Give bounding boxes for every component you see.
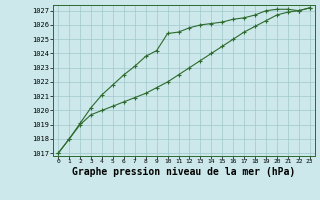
X-axis label: Graphe pression niveau de la mer (hPa): Graphe pression niveau de la mer (hPa) [72,167,296,177]
